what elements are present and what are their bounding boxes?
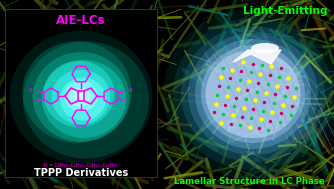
Point — [213, 102, 218, 105]
Point — [226, 86, 231, 89]
Text: Lamellar Structure in LC Phase: Lamellar Structure in LC Phase — [174, 177, 325, 185]
Ellipse shape — [51, 70, 111, 124]
Point — [267, 74, 272, 77]
Point — [292, 96, 297, 99]
Point — [264, 91, 269, 94]
Point — [248, 71, 254, 74]
Ellipse shape — [173, 18, 333, 170]
Ellipse shape — [42, 60, 126, 138]
Point — [244, 89, 250, 92]
Point — [275, 84, 280, 87]
Point — [273, 93, 278, 96]
Ellipse shape — [60, 77, 106, 120]
Point — [256, 81, 261, 84]
Point — [281, 103, 286, 106]
Ellipse shape — [181, 26, 325, 162]
Text: Light-Emitting: Light-Emitting — [243, 6, 328, 16]
Point — [279, 112, 284, 115]
Point — [239, 115, 245, 118]
Point — [249, 116, 254, 119]
Point — [246, 80, 252, 83]
Ellipse shape — [43, 61, 115, 127]
Point — [228, 122, 233, 125]
Point — [268, 119, 273, 122]
Point — [215, 93, 220, 96]
Point — [269, 65, 274, 68]
Point — [250, 62, 255, 65]
Point — [224, 95, 229, 98]
Ellipse shape — [64, 80, 98, 112]
Point — [211, 111, 216, 114]
Point — [239, 70, 244, 73]
Ellipse shape — [201, 45, 305, 143]
FancyBboxPatch shape — [5, 9, 157, 177]
Point — [282, 94, 288, 97]
Point — [216, 84, 222, 87]
Point — [220, 112, 226, 115]
Point — [293, 87, 299, 90]
Text: AIE-LCs: AIE-LCs — [56, 15, 106, 28]
Ellipse shape — [33, 52, 129, 142]
Text: R: R — [129, 88, 133, 92]
Text: R: R — [29, 88, 33, 92]
Ellipse shape — [195, 39, 311, 149]
Point — [286, 77, 291, 80]
Point — [222, 103, 228, 106]
Text: TPPP Derivatives: TPPP Derivatives — [34, 168, 128, 178]
Ellipse shape — [22, 41, 132, 143]
Ellipse shape — [205, 50, 301, 138]
Point — [269, 111, 275, 114]
Point — [258, 118, 264, 121]
Ellipse shape — [10, 31, 152, 163]
Point — [241, 106, 246, 109]
Point — [277, 121, 282, 124]
Point — [271, 102, 276, 105]
Point — [276, 75, 282, 78]
Point — [240, 61, 246, 64]
Point — [259, 64, 265, 67]
Point — [262, 100, 267, 103]
Point — [220, 67, 225, 70]
Ellipse shape — [163, 9, 334, 179]
Ellipse shape — [76, 92, 86, 102]
Point — [250, 108, 256, 111]
Point — [230, 114, 235, 117]
Point — [278, 66, 284, 69]
Point — [233, 96, 239, 99]
Polygon shape — [233, 50, 281, 64]
Ellipse shape — [188, 33, 318, 155]
Point — [288, 113, 293, 116]
Point — [260, 109, 265, 112]
Ellipse shape — [251, 43, 279, 53]
Point — [265, 83, 271, 86]
Point — [258, 72, 263, 75]
Point — [218, 76, 223, 79]
Point — [237, 78, 242, 81]
Point — [252, 99, 258, 102]
Point — [219, 121, 224, 124]
Point — [266, 128, 271, 131]
Point — [227, 77, 233, 80]
Ellipse shape — [23, 42, 149, 159]
Point — [256, 127, 262, 130]
Point — [290, 105, 295, 108]
Point — [243, 97, 248, 100]
Text: R = C₆H₁₃, C₈H₁₅, C₉H₁₇, C₁₂H₂₅: R = C₆H₁₃, C₈H₁₅, C₉H₁₇, C₁₂H₂₅ — [44, 163, 118, 167]
Point — [284, 85, 289, 88]
Point — [229, 68, 235, 71]
Point — [232, 105, 237, 108]
Point — [235, 87, 240, 90]
Ellipse shape — [69, 87, 91, 107]
Point — [237, 124, 243, 127]
Point — [254, 90, 260, 93]
Point — [247, 125, 252, 128]
